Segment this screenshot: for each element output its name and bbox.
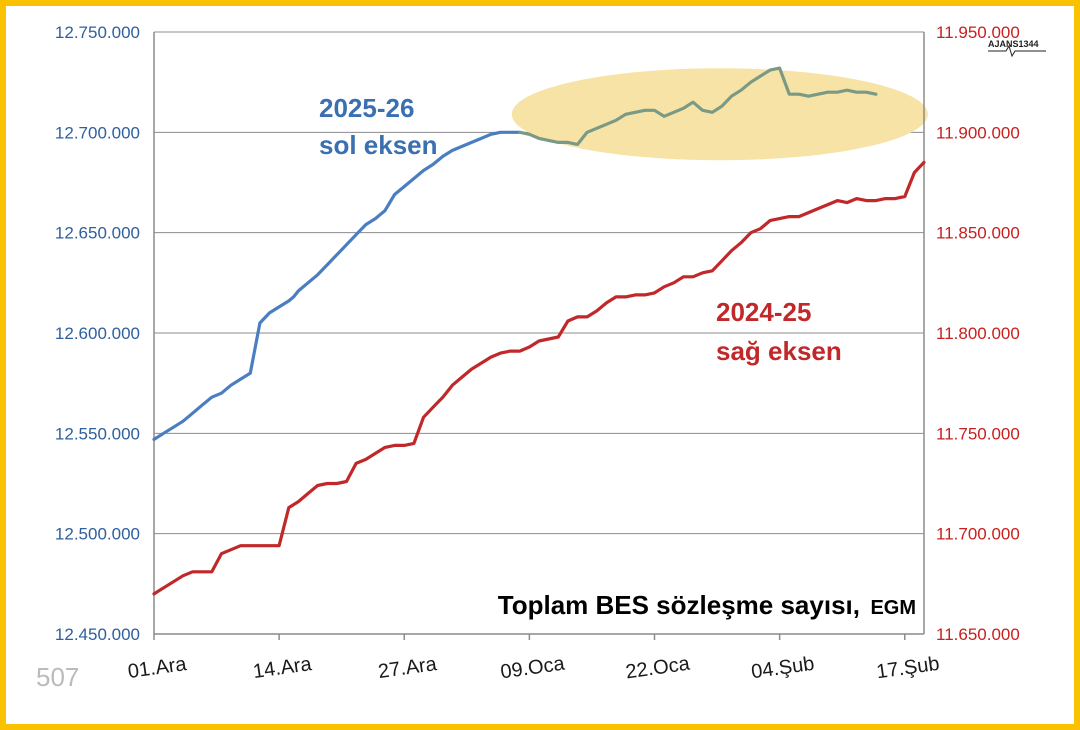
series-line-0 (152, 130, 522, 441)
chart-title: Toplam BES sözleşme sayısı, (498, 590, 860, 620)
y-right-tick-label: 11.900.000 (936, 123, 1020, 142)
y-left-tick-label: 12.650.000 (55, 224, 140, 243)
series-label-2025-26-line1: 2025-26 (319, 93, 414, 123)
chart-frame: 12.450.000 12.500.000 12.550.000 12.600.000… (6, 6, 1074, 724)
y-right-tick-label: 11.700.000 (936, 525, 1020, 544)
logo-pulse-icon (988, 44, 1046, 58)
logo-text: AJANS1344 (988, 39, 1039, 49)
tick-labels-layer: 12.450.000 12.500.000 12.550.000 12.600.000… (55, 23, 1020, 683)
y-left-tick-label: 12.450.000 (55, 625, 140, 644)
y-right-tick-label: 11.950.000 (936, 23, 1020, 42)
x-tick-label: 04.Şub (750, 653, 816, 684)
series-line-1 (518, 66, 878, 146)
series-label-2024-25-line1: 2024-25 (716, 297, 811, 327)
x-tick-label: 09.Oca (499, 653, 567, 684)
y-left-tick-label: 12.700.000 (55, 123, 140, 142)
series-layer (152, 66, 926, 596)
bes-contracts-chart: 12.450.000 12.500.000 12.550.000 12.600.000… (36, 23, 1046, 692)
y-left-tick-label: 12.600.000 (55, 324, 140, 343)
series-line-2 (152, 160, 926, 596)
chart-source: EGM (870, 597, 916, 619)
x-tick-label: 22.Oca (624, 653, 692, 684)
series-label-2024-25-line2: sağ eksen (716, 336, 842, 366)
x-tick-label: 01.Ara (126, 653, 188, 683)
y-right-tick-label: 11.850.000 (936, 224, 1020, 243)
highlight-ellipse (511, 68, 928, 161)
y-right-tick-label: 11.750.000 (936, 424, 1020, 443)
chart-title-group: Toplam BES sözleşme sayısı, EGM (498, 590, 916, 620)
axes-layer (153, 32, 925, 640)
y-right-tick-label: 11.800.000 (936, 324, 1020, 343)
series-label-2025-26-line2: sol eksen (319, 130, 438, 160)
x-tick-label: 17.Şub (875, 653, 941, 684)
logo-watermark: AJANS1344 (988, 39, 1046, 58)
x-tick-label: 27.Ara (377, 653, 439, 683)
y-left-tick-label: 12.550.000 (55, 424, 140, 443)
y-right-tick-label: 11.650.000 (936, 625, 1020, 644)
corner-number: 507 (36, 662, 79, 692)
y-left-tick-label: 12.750.000 (55, 23, 140, 42)
y-left-tick-label: 12.500.000 (55, 525, 140, 544)
x-tick-label: 14.Ara (252, 653, 314, 683)
